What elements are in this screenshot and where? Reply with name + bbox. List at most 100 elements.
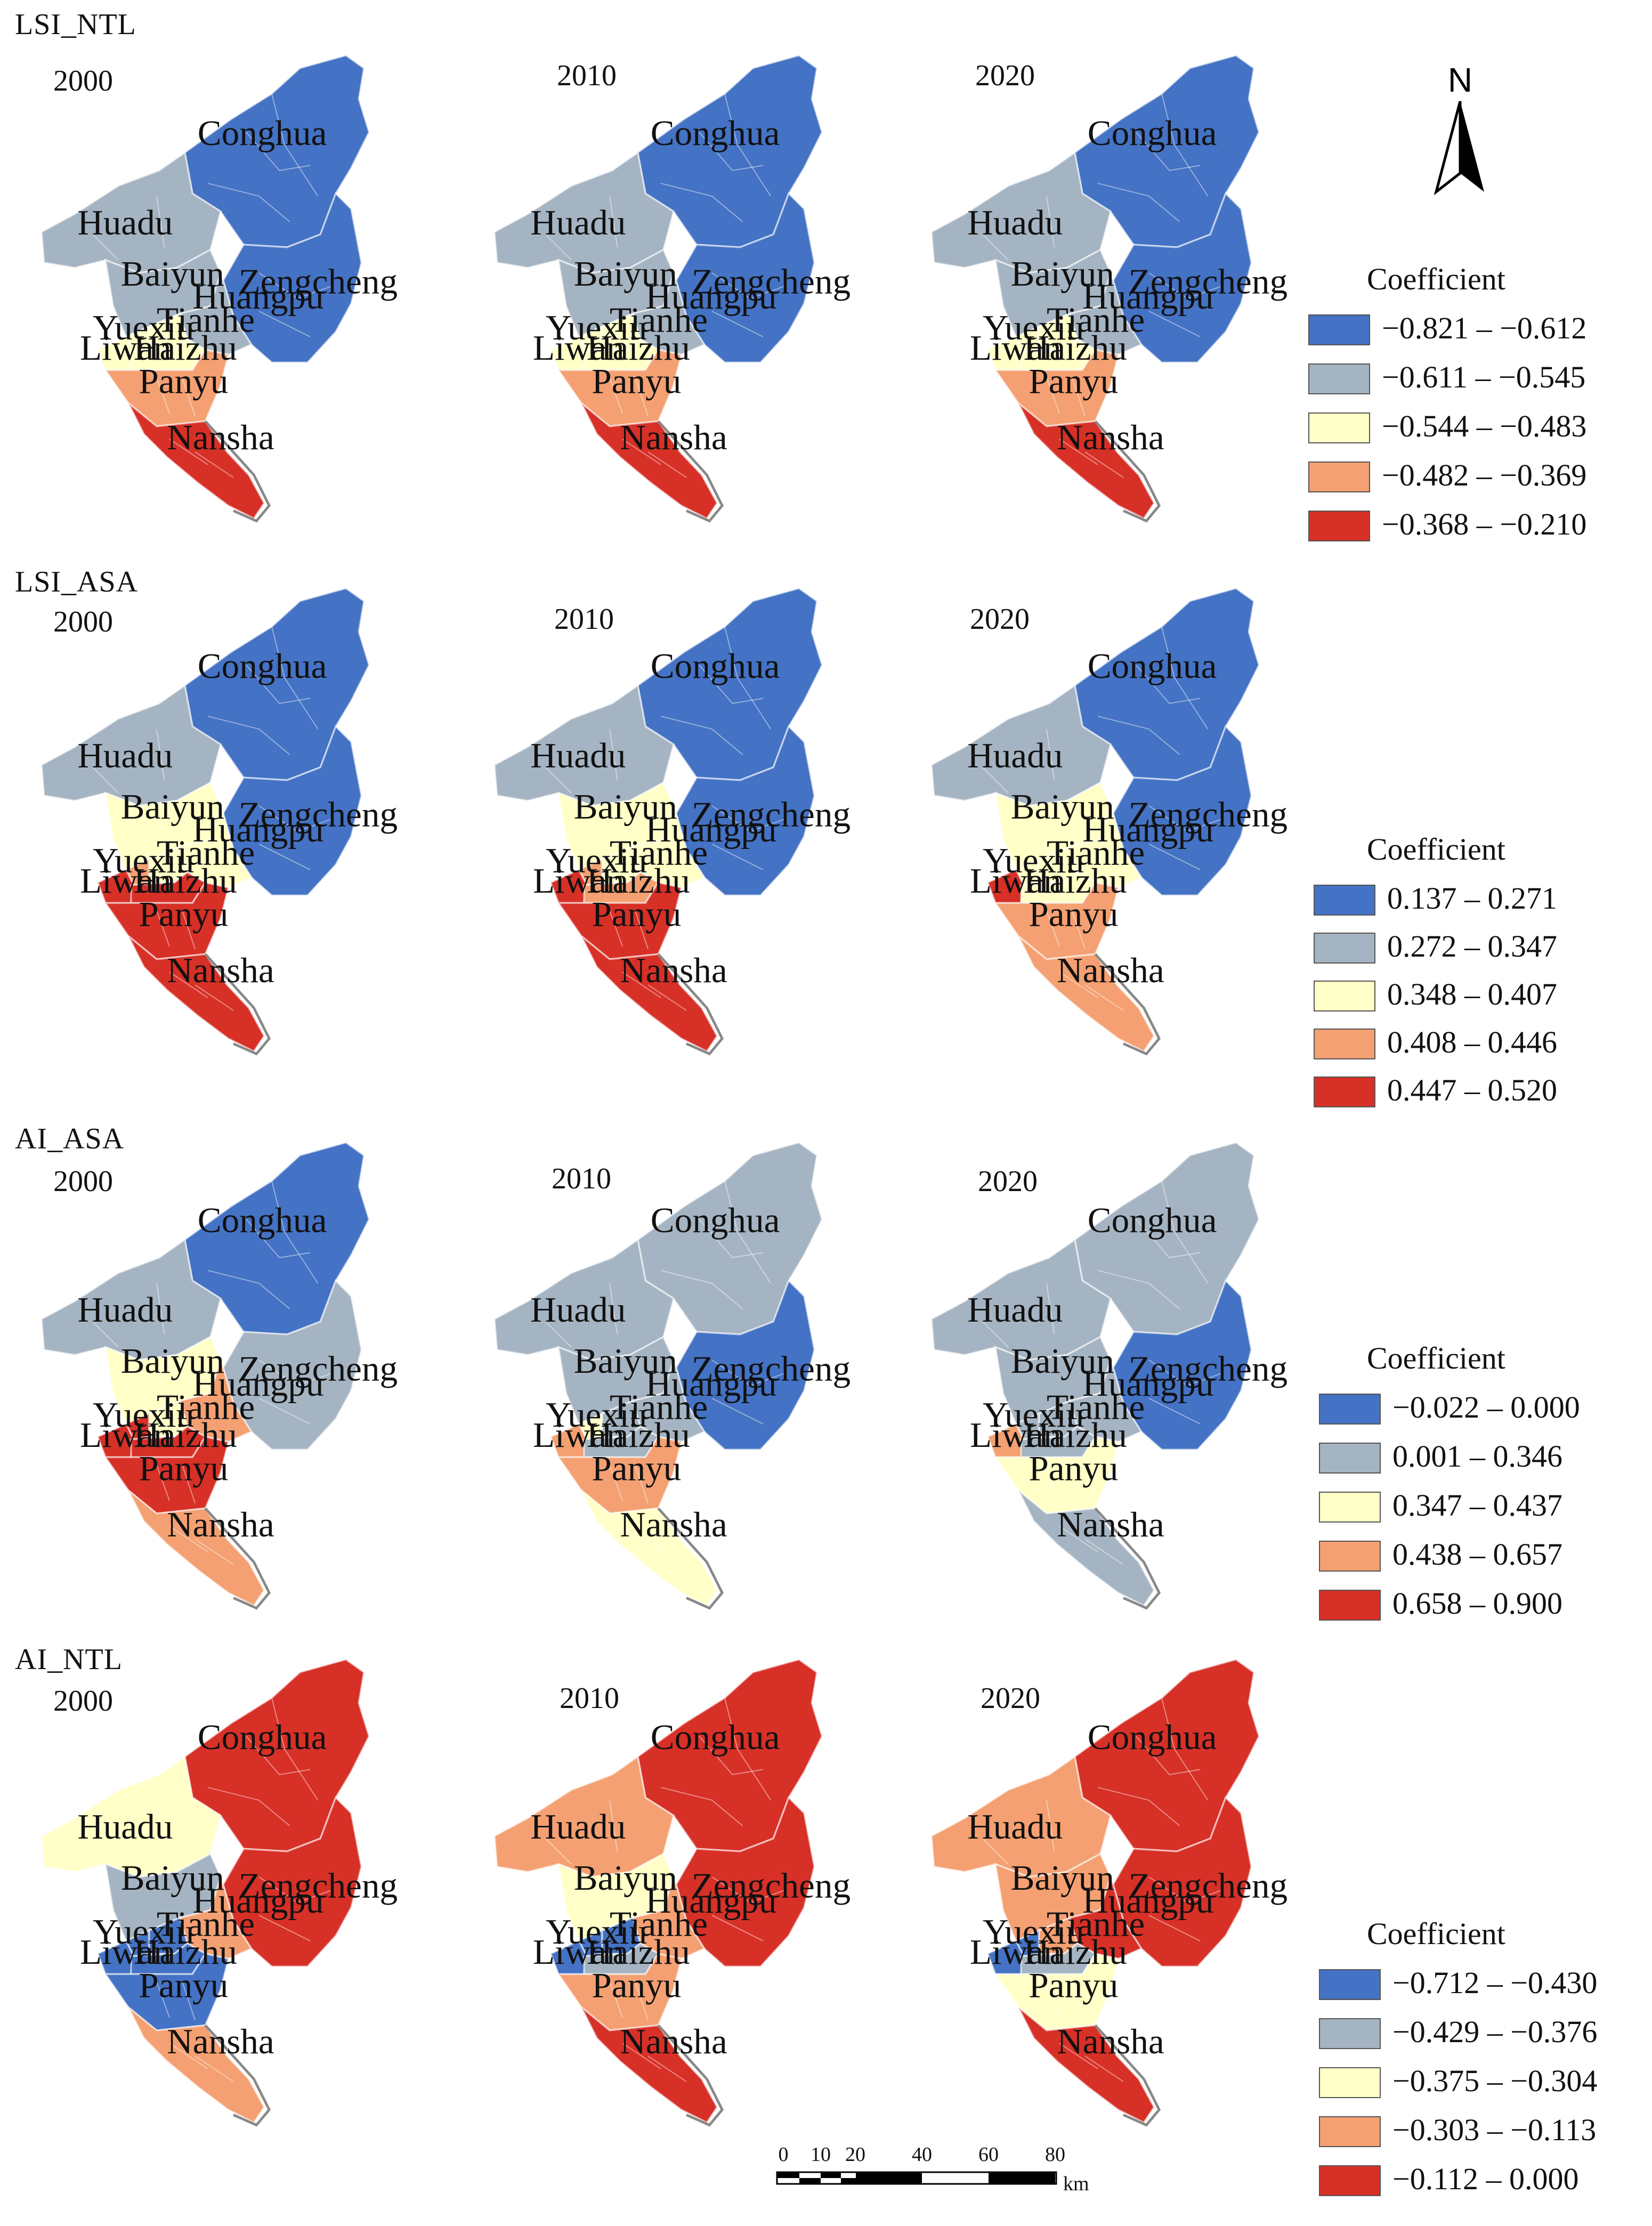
district-label-panyu: Panyu — [139, 1965, 228, 2005]
district-label-zengcheng: Zengcheng — [1129, 794, 1287, 834]
subdistrict-boundary — [724, 626, 772, 730]
year-label: 2000 — [53, 605, 113, 638]
district-label-conghua: Conghua — [198, 1200, 327, 1240]
subdistrict-boundary — [1084, 1539, 1124, 1565]
coastline — [204, 953, 271, 1056]
subdistrict-boundary — [1059, 2043, 1098, 2069]
district-label-huadu: Huadu — [77, 735, 173, 775]
subdistrict-boundary — [182, 1981, 196, 2021]
district-label-tianhe: Tianhe — [157, 832, 255, 872]
subdistrict-boundary — [258, 1915, 311, 1941]
subdistrict-boundary — [1148, 1359, 1224, 1387]
district-nansha — [1017, 935, 1155, 1053]
district-label-zengcheng: Zengcheng — [239, 1865, 398, 1905]
district-label-huadu: Huadu — [967, 1807, 1063, 1847]
subdistrict-boundary — [182, 910, 196, 950]
subdistrict-boundary — [711, 805, 787, 832]
legend-swatch — [1319, 1394, 1381, 1424]
district-huadu — [41, 1238, 222, 1361]
district-label-huadu: Huadu — [530, 1807, 626, 1847]
subdistrict-boundary — [1148, 1915, 1201, 1941]
legend-swatch — [1314, 1076, 1375, 1107]
subdistrict-boundary — [195, 2055, 234, 2082]
subdistrict-boundary — [609, 1800, 618, 1852]
district-label-zengcheng: Zengcheng — [692, 1865, 851, 1905]
subdistrict-boundary — [545, 234, 572, 261]
district-label-liwan: Liwan — [970, 861, 1062, 901]
subdistrict-boundary — [1136, 132, 1201, 172]
district-label-zengcheng: Zengcheng — [239, 261, 398, 301]
district-huadu — [930, 684, 1112, 807]
district-label-haizhu: Haizhu — [1024, 861, 1127, 901]
district-label-zengcheng: Zengcheng — [1129, 1348, 1287, 1388]
district-label-haizhu: Haizhu — [587, 1932, 690, 1972]
district-label-haizhu: Haizhu — [1024, 328, 1127, 368]
coastline — [657, 953, 724, 1056]
district-label-panyu: Panyu — [592, 1965, 681, 2005]
legend-range: −0.303 – −0.113 — [1392, 2112, 1597, 2147]
district-label-yuexiu: Yuexiu — [983, 1395, 1084, 1435]
panel-title-ai-ntl: AI_NTL — [15, 1643, 123, 1676]
subdistrict-boundary — [195, 1539, 234, 1565]
subdistrict-boundary — [169, 2043, 208, 2069]
subdistrict-boundary — [1046, 1981, 1060, 2018]
subdistrict-boundary — [647, 984, 687, 1011]
scale-tick-label: 0 — [779, 2143, 789, 2166]
coastline — [204, 420, 271, 523]
district-label-liwan: Liwan — [970, 1415, 1062, 1455]
legend-swatch — [1314, 981, 1375, 1011]
subdistrict-boundary — [711, 1876, 787, 1904]
coastline — [1094, 420, 1161, 523]
subdistrict-boundary — [169, 439, 208, 465]
subdistrict-boundary — [1046, 1464, 1060, 1501]
subdistrict-boundary — [660, 1270, 743, 1309]
district-label-baiyun: Baiyun — [1011, 254, 1114, 294]
legend-range: 0.137 – 0.271 — [1387, 881, 1557, 916]
year-label: 2020 — [981, 1682, 1040, 1715]
panel-title-lsi-ntl: LSI_NTL — [15, 8, 136, 41]
district-label-huangpu: Huangpu — [192, 1364, 323, 1404]
subdistrict-boundary — [982, 1838, 1009, 1865]
legend-range: 0.447 – 0.520 — [1387, 1073, 1557, 1107]
district-label-nansha: Nansha — [167, 417, 274, 457]
year-label: 2010 — [557, 59, 617, 92]
district-label-yuexiu: Yuexiu — [546, 1912, 647, 1952]
subdistrict-boundary — [711, 1398, 764, 1424]
subdistrict-boundary — [635, 377, 649, 417]
district-label-nansha: Nansha — [1057, 1504, 1164, 1544]
choropleth-map: Conghua Huadu Zengcheng BaiyunHuangpuTianhe… — [41, 1142, 398, 1610]
district-nansha — [1017, 2006, 1155, 2124]
district-label-baiyun: Baiyun — [574, 254, 677, 294]
subdistrict-boundary — [622, 2043, 661, 2069]
subdistrict-boundary — [1046, 728, 1055, 781]
coastline — [1094, 953, 1161, 1056]
legend-swatch — [1319, 1443, 1381, 1474]
district-label-huangpu: Huangpu — [1082, 810, 1213, 849]
legend-range: −0.544 – −0.483 — [1382, 409, 1587, 443]
legend-swatch — [1319, 1969, 1381, 2000]
subdistrict-boundary — [207, 716, 290, 755]
subdistrict-boundary — [609, 1283, 618, 1335]
district-label-conghua: Conghua — [651, 1200, 780, 1240]
subdistrict-boundary — [1161, 626, 1209, 730]
subdistrict-boundary — [1084, 984, 1124, 1011]
coastline — [1094, 1507, 1161, 1610]
district-label-conghua: Conghua — [198, 113, 327, 153]
district-label-nansha: Nansha — [620, 417, 727, 457]
subdistrict-boundary — [1161, 1697, 1209, 1801]
subdistrict-boundary — [246, 665, 311, 705]
district-label-baiyun: Baiyun — [574, 1341, 677, 1381]
legend-title: Coefficient — [1367, 832, 1505, 867]
legend-range: −0.429 – −0.376 — [1392, 2014, 1598, 2049]
legend-range: 0.438 – 0.657 — [1392, 1537, 1562, 1572]
district-label-haizhu: Haizhu — [587, 861, 690, 901]
district-label-tianhe: Tianhe — [1047, 300, 1145, 339]
subdistrict-boundary — [622, 1526, 661, 1552]
subdistrict-boundary — [1084, 2055, 1124, 2082]
district-huadu — [41, 1755, 222, 1878]
district-label-liwan: Liwan — [970, 328, 1062, 368]
district-label-nansha: Nansha — [620, 2021, 727, 2061]
district-label-yuexiu: Yuexiu — [93, 307, 194, 347]
subdistrict-boundary — [1148, 1876, 1224, 1904]
coastline — [204, 1507, 271, 1610]
